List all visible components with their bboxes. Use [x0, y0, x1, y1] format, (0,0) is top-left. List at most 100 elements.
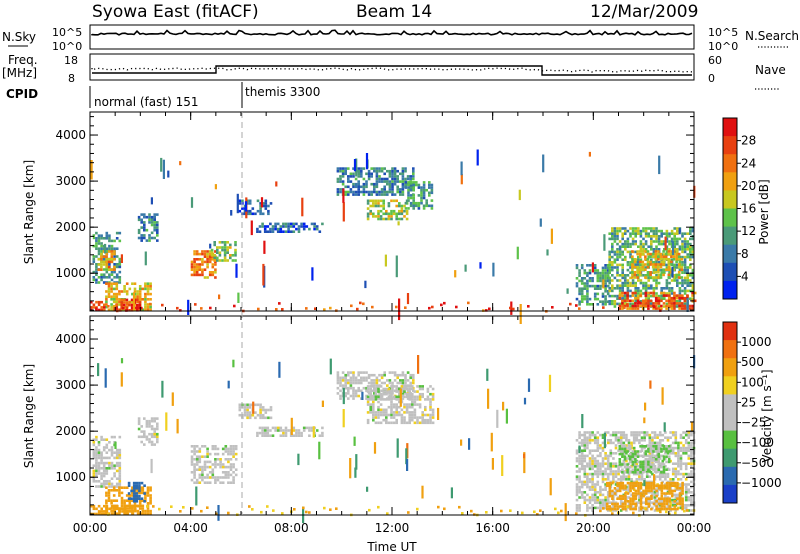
heatmap-cell [131, 282, 134, 285]
heatmap-cell [120, 372, 123, 387]
heatmap-cell [599, 300, 602, 303]
heatmap-cell [652, 227, 656, 230]
heatmap-cell [644, 497, 648, 500]
heatmap-cell [115, 300, 119, 304]
heatmap-cell [649, 255, 652, 258]
heatmap-cell [144, 285, 147, 288]
heatmap-cell [599, 271, 602, 275]
heatmap-cell [670, 271, 673, 274]
heatmap-cell [651, 452, 654, 455]
heatmap-cell [138, 303, 142, 307]
heatmap-cell [516, 246, 519, 260]
heatmap-cell [612, 457, 615, 460]
heatmap-cell [671, 441, 675, 445]
heatmap-cell [229, 452, 233, 456]
heatmap-cell [400, 416, 404, 419]
heatmap-cell [657, 463, 661, 466]
heatmap-cell [644, 263, 647, 266]
heatmap-cell [611, 300, 614, 303]
heatmap-cell [397, 221, 400, 226]
heatmap-cell [583, 284, 587, 288]
heatmap-cell [190, 478, 194, 482]
heatmap-cell [229, 458, 233, 461]
heatmap-cell [171, 392, 174, 406]
heatmap-cell [409, 177, 412, 181]
heatmap-cell [580, 297, 584, 301]
heatmap-cell [140, 440, 143, 444]
heatmap-cell [580, 459, 584, 463]
heatmap-cell [609, 452, 613, 455]
heatmap-cell [656, 433, 659, 437]
heatmap-cell [193, 452, 196, 456]
heatmap-cell [357, 190, 360, 194]
heatmap-cell [681, 500, 684, 503]
heatmap-cell [601, 459, 605, 463]
heatmap-cell [276, 222, 280, 226]
heatmap-cell [677, 276, 681, 279]
power-colorbar-label: Power [dB] [757, 179, 771, 244]
heatmap-cell [649, 471, 653, 474]
heatmap-cell [617, 467, 620, 471]
heatmap-cell [644, 402, 647, 411]
heatmap-cell [621, 287, 624, 290]
heatmap-cell [271, 426, 275, 430]
heatmap-cell [195, 445, 199, 448]
heatmap-cell [679, 446, 683, 450]
heatmap-cell [411, 413, 414, 417]
heatmap-cell [637, 232, 640, 235]
heatmap-cell [684, 506, 688, 510]
heatmap-cell [591, 504, 594, 507]
heatmap-cell [395, 421, 398, 425]
heatmap-cell [670, 304, 674, 308]
heatmap-cell [593, 472, 597, 476]
heatmap-cell [234, 445, 238, 448]
heatmap-cell [604, 485, 607, 489]
heatmap-cell [110, 244, 114, 248]
heatmap-cell [141, 308, 145, 311]
heatmap-cell [374, 204, 378, 208]
heatmap-cell [652, 268, 656, 272]
heatmap-cell [366, 395, 370, 399]
heatmap-cell [353, 436, 356, 446]
heatmap-cell [105, 467, 109, 470]
heatmap-cell [626, 279, 630, 282]
heatmap-cell [95, 270, 98, 274]
heatmap-cell [626, 242, 630, 246]
heatmap-cell [618, 255, 622, 259]
heatmap-cell [282, 225, 285, 228]
heatmap-cell [670, 258, 674, 261]
heatmap-cell [666, 472, 670, 476]
heatmap-cell [634, 263, 637, 267]
heatmap-cell [149, 308, 152, 311]
heatmap-cell [676, 263, 679, 267]
heatmap-cell [418, 392, 422, 396]
heatmap-cell [644, 487, 648, 490]
heatmap-cell [654, 302, 658, 305]
heatmap-cell [691, 304, 694, 308]
heatmap-cell [102, 446, 106, 449]
heatmap-cell [667, 265, 671, 269]
heatmap-cell [219, 481, 222, 484]
heatmap-cell [349, 180, 353, 183]
heatmap-cell [140, 481, 144, 485]
heatmap-cell [221, 259, 224, 262]
heatmap-cell [646, 273, 650, 277]
heatmap-cell [329, 508, 332, 511]
heatmap-cell [214, 452, 217, 456]
heatmap-cell [654, 276, 658, 279]
heatmap-cell [686, 248, 689, 251]
heatmap-cell [631, 494, 635, 498]
heatmap-cell [362, 177, 366, 181]
heatmap-cell [412, 196, 415, 200]
heatmap-cell [100, 258, 103, 261]
freq-trace [92, 65, 692, 76]
heatmap-cell [593, 496, 597, 499]
heatmap-cell [378, 373, 381, 377]
heatmap-cell [392, 405, 396, 409]
heatmap-cell [655, 500, 658, 503]
heatmap-cell [393, 371, 397, 374]
heatmap-cell [198, 268, 202, 271]
heatmap-cell [140, 435, 143, 439]
heatmap-cell [105, 472, 109, 475]
heatmap-cell [606, 498, 610, 502]
